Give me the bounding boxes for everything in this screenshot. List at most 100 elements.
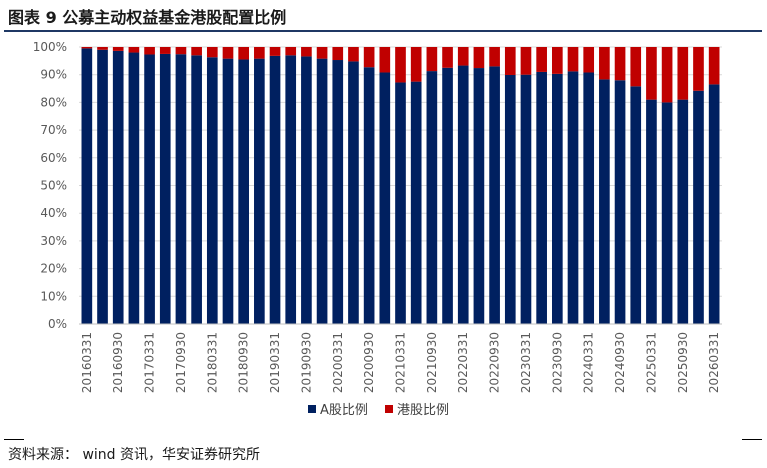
bar-a-share bbox=[238, 59, 250, 325]
bar-hk-share bbox=[473, 47, 485, 69]
x-tick-label: 20160930 bbox=[111, 332, 125, 393]
bar-a-share bbox=[395, 82, 406, 325]
bar-hk-share bbox=[693, 47, 704, 91]
bar-a-share bbox=[442, 67, 453, 325]
footer-rule-right bbox=[742, 439, 762, 440]
bar-a-share bbox=[599, 79, 610, 324]
y-tick-label: 90% bbox=[40, 68, 67, 82]
x-tick-label: 20200930 bbox=[362, 332, 376, 393]
bar-hk-share bbox=[536, 47, 547, 72]
bar-a-share bbox=[677, 99, 689, 324]
bar-hk-share bbox=[551, 47, 563, 74]
bar-a-share bbox=[112, 50, 124, 325]
x-tick-label: 20200331 bbox=[331, 332, 345, 393]
bar-a-share bbox=[646, 99, 657, 324]
bar-a-share bbox=[97, 49, 108, 325]
bar-hk-share bbox=[410, 47, 422, 82]
bar-hk-share bbox=[238, 47, 250, 60]
bar-a-share bbox=[159, 53, 171, 325]
legend-swatch bbox=[308, 405, 316, 413]
bar-hk-share bbox=[599, 47, 610, 80]
bar-a-share bbox=[316, 58, 328, 324]
bar-hk-share bbox=[504, 47, 516, 75]
bar-hk-share bbox=[206, 47, 218, 58]
bar-hk-share bbox=[81, 47, 93, 49]
bar-hk-share bbox=[254, 47, 265, 59]
bar-hk-share bbox=[646, 47, 657, 100]
source-note: 资料来源： wind 资讯，华安证券研究所 bbox=[8, 447, 260, 463]
y-tick-label: 100% bbox=[33, 40, 67, 54]
y-tick-label: 40% bbox=[40, 206, 67, 220]
bar-a-share bbox=[536, 71, 547, 325]
bar-a-share bbox=[457, 65, 469, 325]
bar-a-share bbox=[379, 72, 391, 324]
x-tick-label: 20220930 bbox=[488, 332, 502, 393]
bar-hk-share bbox=[128, 47, 140, 53]
bar-hk-share bbox=[191, 47, 202, 56]
bar-hk-share bbox=[301, 47, 312, 57]
legend: A股比例 港股比例 bbox=[308, 403, 449, 418]
x-tick-label: 20190331 bbox=[268, 332, 282, 393]
bar-a-share bbox=[363, 67, 375, 324]
bar-hk-share bbox=[175, 47, 187, 55]
bar-a-share bbox=[520, 74, 532, 324]
bar-a-share bbox=[661, 102, 673, 325]
y-tick-label: 50% bbox=[40, 179, 67, 193]
bar-a-share bbox=[254, 58, 265, 324]
chart-title: 图表 9 公募主动权益基金港股配置比例 bbox=[8, 8, 287, 27]
bar-hk-share bbox=[222, 47, 234, 59]
bar-hk-share bbox=[708, 47, 720, 85]
bar-hk-share bbox=[332, 47, 344, 61]
x-tick-label: 20160331 bbox=[80, 332, 94, 393]
bar-a-share bbox=[426, 71, 438, 324]
bar-a-share bbox=[191, 55, 202, 324]
bar-a-share bbox=[489, 66, 500, 324]
footer-rule-left bbox=[4, 439, 24, 440]
bar-a-share bbox=[128, 52, 140, 324]
bar-hk-share bbox=[583, 47, 595, 73]
bar-a-share bbox=[332, 60, 344, 325]
bar-hk-share bbox=[112, 47, 124, 51]
bar-a-share bbox=[473, 68, 485, 324]
x-tick-label: 20180930 bbox=[237, 332, 251, 393]
bar-a-share bbox=[708, 84, 720, 324]
bar-hk-share bbox=[457, 47, 469, 66]
x-tick-label: 20190930 bbox=[299, 332, 313, 393]
title-rule bbox=[4, 30, 762, 32]
x-tick-label: 20210930 bbox=[425, 332, 439, 393]
bar-a-share bbox=[175, 54, 187, 325]
x-tick-label: 20170930 bbox=[174, 332, 188, 393]
bar-a-share bbox=[301, 56, 312, 324]
bar-hk-share bbox=[285, 47, 297, 56]
bar-hk-share bbox=[363, 47, 375, 68]
y-tick-label: 0% bbox=[48, 317, 67, 331]
x-tick-label: 20180331 bbox=[205, 332, 219, 393]
bar-hk-share bbox=[567, 47, 579, 72]
bar-hk-share bbox=[316, 47, 328, 59]
x-tick-label: 20260331 bbox=[707, 332, 721, 393]
bar-hk-share bbox=[630, 47, 642, 87]
y-tick-label: 10% bbox=[40, 289, 67, 303]
bar-a-share bbox=[206, 57, 218, 325]
x-tick-label: 20240930 bbox=[613, 332, 627, 393]
bar-a-share bbox=[583, 72, 595, 324]
x-tick-label: 20210331 bbox=[394, 332, 408, 393]
bar-hk-share bbox=[144, 47, 155, 55]
bar-hk-share bbox=[395, 47, 406, 83]
y-tick-label: 70% bbox=[40, 123, 67, 137]
y-tick-label: 60% bbox=[40, 151, 67, 165]
bar-a-share bbox=[630, 86, 642, 324]
bar-hk-share bbox=[677, 47, 689, 100]
bar-hk-share bbox=[442, 47, 453, 68]
bar-a-share bbox=[504, 74, 516, 324]
y-axis: 0% 10% 20% 30% 40% 50% 60% 70% 80% 90% 100% bbox=[33, 40, 67, 331]
legend-swatch bbox=[385, 405, 393, 413]
legend-label: 港股比例 bbox=[397, 403, 449, 418]
bar-hk-share bbox=[97, 47, 108, 50]
x-axis: 20160331 20160930 20170331 20170930 20180331… bbox=[79, 323, 722, 393]
bar-hk-share bbox=[661, 47, 673, 103]
bar-a-share bbox=[348, 61, 359, 325]
bar-hk-share bbox=[426, 47, 438, 72]
bar-a-share bbox=[551, 73, 563, 324]
bar-a-share bbox=[410, 81, 422, 324]
